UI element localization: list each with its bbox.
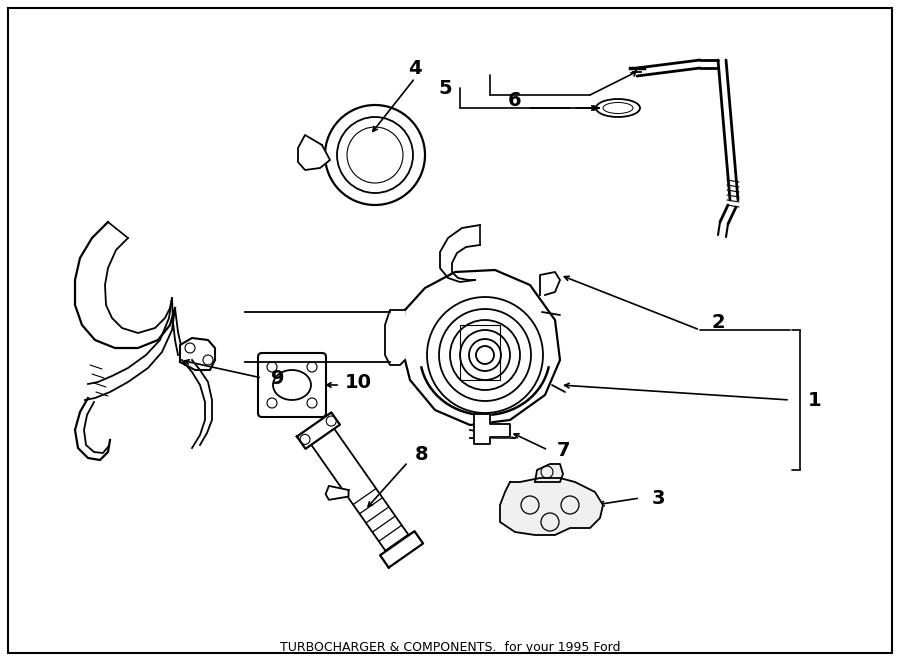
Polygon shape bbox=[385, 310, 405, 365]
Text: 9: 9 bbox=[271, 368, 284, 387]
Text: TURBOCHARGER & COMPONENTS.  for your 1995 Ford: TURBOCHARGER & COMPONENTS. for your 1995… bbox=[280, 641, 620, 654]
Text: 5: 5 bbox=[438, 79, 452, 98]
Text: 1: 1 bbox=[808, 391, 822, 410]
Polygon shape bbox=[400, 270, 560, 425]
Polygon shape bbox=[298, 135, 330, 170]
Polygon shape bbox=[180, 338, 215, 370]
Text: 10: 10 bbox=[345, 373, 372, 391]
Text: 4: 4 bbox=[409, 59, 422, 77]
Polygon shape bbox=[540, 272, 560, 295]
Text: 6: 6 bbox=[508, 91, 522, 110]
Polygon shape bbox=[326, 486, 348, 500]
Bar bbox=[460, 325, 500, 380]
Text: 7: 7 bbox=[556, 440, 570, 459]
Polygon shape bbox=[474, 414, 510, 444]
Text: 3: 3 bbox=[652, 488, 665, 508]
Text: 8: 8 bbox=[415, 446, 428, 465]
Polygon shape bbox=[500, 478, 603, 535]
Polygon shape bbox=[297, 412, 340, 449]
Polygon shape bbox=[535, 464, 563, 482]
Polygon shape bbox=[75, 222, 175, 348]
Text: 2: 2 bbox=[711, 313, 724, 332]
Polygon shape bbox=[380, 531, 423, 568]
